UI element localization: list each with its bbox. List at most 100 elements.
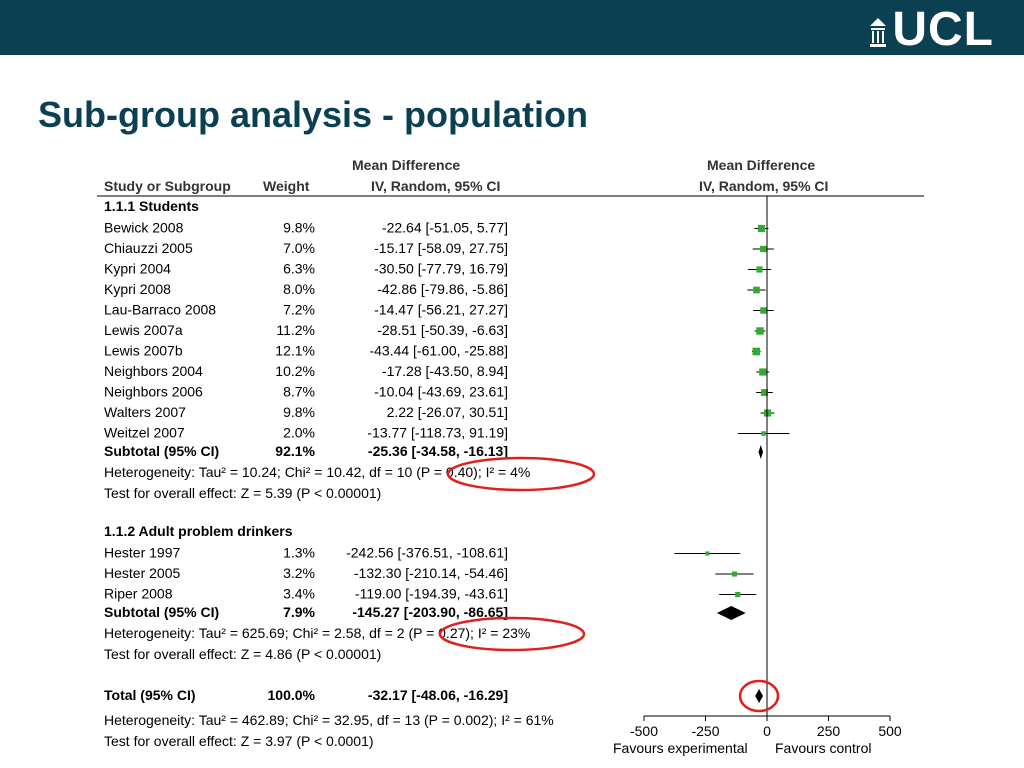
study-name: Kypri 2008 bbox=[104, 281, 171, 297]
study-weight: 8.0% bbox=[283, 281, 315, 297]
study-weight: 9.8% bbox=[283, 404, 315, 420]
heterogeneity-text: Heterogeneity: Tau² = 10.24; Chi² = 10.4… bbox=[104, 464, 530, 480]
subtotal-label: Subtotal (95% CI) bbox=[104, 604, 219, 620]
study-weight: 7.0% bbox=[283, 240, 315, 256]
highlight-ellipse bbox=[738, 679, 780, 713]
study-header: Study or Subgroup bbox=[104, 178, 231, 194]
total-ci: -32.17 [-48.06, -16.29] bbox=[368, 687, 508, 703]
study-name: Hester 1997 bbox=[104, 545, 180, 561]
forest-rows: 1.1.1 Students Bewick 2008 9.8% -22.64 [-51… bbox=[104, 198, 554, 749]
study-weight: 6.3% bbox=[283, 261, 315, 277]
study-name: Bewick 2008 bbox=[104, 220, 184, 236]
total-weight: 100.0% bbox=[268, 687, 316, 703]
study-weight: 3.4% bbox=[283, 586, 315, 602]
study-ci: -13.77 [-118.73, 91.19] bbox=[367, 425, 508, 441]
study-name: Neighbors 2006 bbox=[104, 384, 203, 400]
study-ci: -30.50 [-77.79, 16.79] bbox=[374, 261, 508, 277]
ucl-logo: UCL bbox=[870, 3, 994, 56]
highlight-ellipse bbox=[446, 456, 596, 492]
study-ci: -10.04 [-43.69, 23.61] bbox=[374, 384, 508, 400]
study-ci: -28.51 [-50.39, -6.63] bbox=[377, 322, 508, 338]
study-weight: 10.2% bbox=[275, 363, 315, 379]
study-weight: 9.8% bbox=[283, 220, 315, 236]
subtotal-diamond bbox=[716, 606, 746, 620]
study-name: Weitzel 2007 bbox=[104, 425, 185, 441]
effect-marker bbox=[756, 266, 763, 273]
x-tick-label: 0 bbox=[763, 723, 771, 739]
logo-wordmark: UCL bbox=[892, 3, 994, 56]
study-weight: 12.1% bbox=[275, 343, 315, 359]
study-name: Hester 2005 bbox=[104, 565, 180, 581]
effect-marker bbox=[753, 286, 760, 294]
subtotal-label: Subtotal (95% CI) bbox=[104, 443, 219, 459]
plot-header-line2: IV, Random, 95% CI bbox=[699, 178, 828, 194]
favours-right-label: Favours control bbox=[775, 740, 871, 756]
page-title: Sub-group analysis - population bbox=[38, 94, 589, 135]
forest-marks bbox=[674, 196, 790, 716]
study-ci: -42.86 [-79.86, -5.86] bbox=[377, 281, 508, 297]
study-weight: 1.3% bbox=[283, 545, 315, 561]
subtotal-weight: 92.1% bbox=[275, 443, 315, 459]
md-header-line1: Mean Difference bbox=[352, 157, 460, 173]
x-tick-label: 500 bbox=[878, 723, 902, 739]
effect-marker bbox=[760, 245, 767, 253]
study-ci: -22.64 [-51.05, 5.77] bbox=[382, 220, 508, 236]
effect-marker bbox=[731, 571, 737, 577]
subgroup-heading: 1.1.1 Students bbox=[104, 198, 199, 214]
effect-marker bbox=[757, 224, 765, 233]
study-ci: -132.30 [-210.14, -54.46] bbox=[354, 565, 508, 581]
study-ci: -119.00 [-194.39, -43.61] bbox=[355, 586, 508, 602]
x-tick-label: -250 bbox=[691, 723, 719, 739]
effect-marker bbox=[756, 327, 764, 335]
total-label: Total (95% CI) bbox=[104, 687, 196, 703]
study-weight: 3.2% bbox=[283, 565, 315, 581]
study-ci: -17.28 [-43.50, 8.94] bbox=[382, 363, 508, 379]
study-weight: 8.7% bbox=[283, 384, 315, 400]
effect-marker bbox=[761, 389, 768, 396]
effect-marker bbox=[760, 307, 767, 314]
overall-effect-text: Test for overall effect: Z = 5.39 (P < 0… bbox=[104, 485, 381, 501]
study-weight: 2.0% bbox=[283, 425, 315, 441]
subtotal-ci: -25.36 [-34.58, -16.13] bbox=[368, 443, 508, 459]
weight-header: Weight bbox=[263, 178, 310, 194]
study-name: Kypri 2004 bbox=[104, 261, 171, 277]
plot-header-line1: Mean Difference bbox=[707, 157, 815, 173]
subgroup-heading: 1.1.2 Adult problem drinkers bbox=[104, 523, 293, 539]
heterogeneity-text: Heterogeneity: Tau² = 625.69; Chi² = 2.5… bbox=[104, 625, 530, 641]
effect-marker bbox=[763, 409, 772, 417]
highlight-circles bbox=[438, 456, 780, 713]
effect-marker bbox=[735, 591, 741, 598]
study-name: Riper 2008 bbox=[104, 586, 173, 602]
study-name: Walters 2007 bbox=[104, 404, 186, 420]
x-tick-label: -500 bbox=[630, 723, 658, 739]
study-name: Lewis 2007a bbox=[104, 322, 183, 338]
effect-marker bbox=[752, 347, 761, 356]
md-header-line2: IV, Random, 95% CI bbox=[371, 178, 500, 194]
subtotal-diamond bbox=[758, 445, 764, 459]
study-name: Chiauzzi 2005 bbox=[104, 240, 193, 256]
study-name: Lewis 2007b bbox=[104, 343, 183, 359]
effect-marker bbox=[705, 551, 710, 556]
study-name: Lau-Barraco 2008 bbox=[104, 302, 216, 318]
study-ci: -15.17 [-58.09, 27.75] bbox=[374, 240, 508, 256]
favours-left-label: Favours experimental bbox=[613, 740, 748, 756]
x-tick-label: 250 bbox=[817, 723, 841, 739]
study-name: Neighbors 2004 bbox=[104, 363, 203, 379]
total-heterogeneity-text: Heterogeneity: Tau² = 462.89; Chi² = 32.… bbox=[104, 712, 554, 728]
subtotal-weight: 7.9% bbox=[283, 604, 315, 620]
portico-icon bbox=[870, 18, 887, 47]
study-weight: 7.2% bbox=[283, 302, 315, 318]
overall-effect-text: Test for overall effect: Z = 4.86 (P < 0… bbox=[104, 646, 381, 662]
effect-marker bbox=[761, 431, 766, 436]
highlight-ellipse bbox=[438, 616, 586, 652]
study-ci: -43.44 [-61.00, -25.88] bbox=[369, 343, 508, 359]
effect-marker bbox=[759, 368, 767, 376]
subtotal-ci: -145.27 [-203.90, -86.65] bbox=[352, 604, 508, 620]
x-axis: -500 -250 0 250 500 Favours experimental Favou… bbox=[613, 715, 902, 756]
study-ci: 2.22 [-26.07, 30.51] bbox=[387, 404, 508, 420]
study-ci: -14.47 [-56.21, 27.27] bbox=[374, 302, 508, 318]
study-ci: -242.56 [-376.51, -108.61] bbox=[346, 545, 508, 561]
total-overall-effect-text: Test for overall effect: Z = 3.97 (P < 0… bbox=[104, 733, 374, 749]
total-diamond bbox=[755, 689, 763, 703]
